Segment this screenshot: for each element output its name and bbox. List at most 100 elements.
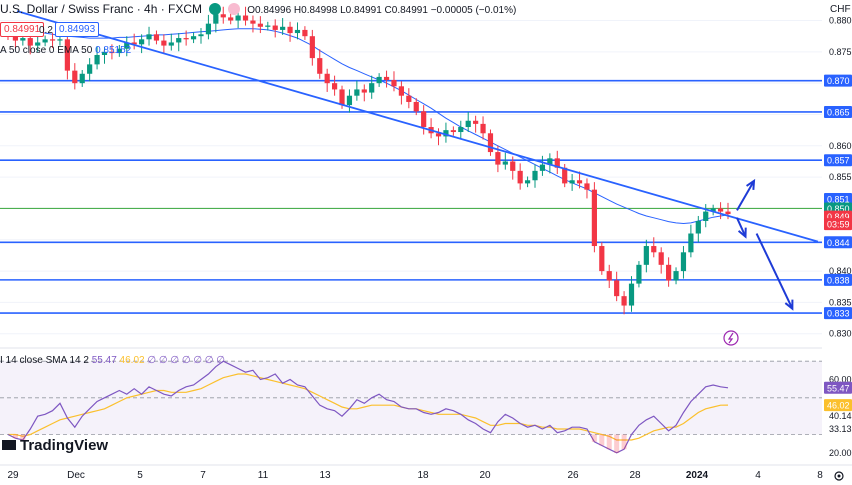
time-tick-label: 28 <box>629 470 641 481</box>
candle <box>695 215 701 243</box>
time-axis[interactable]: 29 Dec 5 7 11 13 18 20 26 28 2024 4 8 <box>0 464 852 481</box>
time-tick-label: 29 <box>7 470 19 481</box>
candle-body <box>280 26 286 30</box>
candle-body <box>228 17 234 21</box>
arrow-2 <box>755 233 794 311</box>
candle-body <box>309 36 315 59</box>
price-tick-label: 0.855 <box>829 172 852 182</box>
candle <box>153 30 160 45</box>
candle <box>287 21 293 42</box>
candle <box>109 44 115 60</box>
tradingview-logo[interactable]: TradingView <box>2 437 108 454</box>
symbol-title[interactable]: U.S. Dollar / Swiss Franc · 4h · FXCM <box>0 2 203 16</box>
candle <box>294 22 301 40</box>
price-axis-bg <box>822 0 852 465</box>
price-tag-label: 0.865 <box>827 107 850 117</box>
candle-body <box>146 34 152 40</box>
candle-body <box>628 283 635 306</box>
rsi-extra-values: ∅ ∅ ∅ ∅ ∅ ∅ ∅ <box>147 355 226 366</box>
candle-body <box>688 233 694 253</box>
candle-body <box>139 39 145 45</box>
candle-body <box>614 280 620 297</box>
candle <box>621 291 627 315</box>
candle <box>717 202 724 220</box>
descending-trendline[interactable] <box>16 10 819 243</box>
time-tick-label: 5 <box>137 470 143 481</box>
candle-body <box>569 180 575 184</box>
candle-body <box>161 40 167 46</box>
candle <box>176 33 182 52</box>
wave-icon[interactable] <box>228 3 241 15</box>
candle <box>101 46 108 64</box>
candle <box>703 204 709 228</box>
candle-body <box>35 42 41 46</box>
candle-body <box>725 211 731 215</box>
sell-price-box[interactable]: 0.84991 <box>0 22 45 37</box>
candle-body <box>435 133 442 137</box>
candle <box>309 29 315 66</box>
candle-body <box>524 180 531 184</box>
candle <box>547 153 553 174</box>
time-tick-label: 26 <box>567 470 579 481</box>
candle <box>636 261 642 288</box>
candle-body <box>250 20 256 24</box>
arrow-0 <box>736 178 756 211</box>
rsi-legend: I 14 close SMA 14 2 55.47 46.02 ∅ ∅ ∅ ∅ … <box>0 355 225 366</box>
candle <box>94 46 100 70</box>
candle-body <box>576 180 583 184</box>
price-tag-label: 0.850 <box>827 204 850 214</box>
candle-body <box>584 183 590 190</box>
candle-body <box>547 158 553 165</box>
rsi-tag-bg <box>824 399 852 412</box>
candle-body <box>324 73 330 84</box>
price-axis[interactable]: 0.8800.8750.8700.8650.8600.8550.8500.845… <box>822 0 852 465</box>
candle <box>576 171 583 189</box>
tradingview-logo-icon <box>2 440 16 450</box>
rsi-ma-legend-value: 46.02 <box>119 355 145 366</box>
candle-body <box>502 161 508 165</box>
candle <box>116 44 122 57</box>
candle-body <box>302 29 308 37</box>
time-tick-label: 13 <box>319 470 331 481</box>
candle <box>487 129 494 156</box>
ohlc-values: O0.84996 H0.84998 L0.84991 C0.84991 −0.0… <box>247 5 517 16</box>
candle-body <box>413 101 419 112</box>
candle <box>643 239 649 273</box>
candle-body <box>554 158 560 168</box>
candle <box>131 33 137 50</box>
candle <box>435 128 442 146</box>
candle <box>220 6 226 24</box>
candle-body <box>354 89 360 96</box>
settings-gear-icon[interactable] <box>834 471 844 481</box>
candle-body <box>487 133 494 153</box>
candle <box>428 118 434 139</box>
candle <box>413 98 419 116</box>
candle <box>391 71 397 92</box>
time-tick-label: 20 <box>479 470 491 481</box>
candle-body <box>361 89 367 93</box>
candle-body <box>72 70 78 84</box>
time-tick-label: 4 <box>755 470 761 481</box>
candle <box>651 237 657 258</box>
rsi-tag-label: 46.02 <box>827 401 850 411</box>
candle-body <box>235 15 241 21</box>
arrow-head <box>784 299 794 311</box>
candle <box>606 264 612 289</box>
rsi-oversold-fill <box>621 434 627 450</box>
buy-price-box[interactable]: 0.84993 <box>55 22 100 37</box>
candle-body <box>376 76 382 84</box>
time-tick-label: 18 <box>417 470 429 481</box>
time-tick-label: 7 <box>200 470 206 481</box>
rsi-legend-value: 55.47 <box>91 355 117 366</box>
candle-body <box>287 26 293 34</box>
candle-body <box>680 252 687 272</box>
price-tick-label: 0.880 <box>829 16 852 26</box>
candle <box>64 34 70 80</box>
horizontal-levels <box>0 79 822 314</box>
time-tick-label: 11 <box>258 470 269 481</box>
flash-icon[interactable] <box>723 330 739 346</box>
chart-header: U.S. Dollar / Swiss Franc · 4h · FXCM O0… <box>0 2 520 16</box>
projection-arrows[interactable] <box>736 178 794 311</box>
candle <box>242 6 249 26</box>
